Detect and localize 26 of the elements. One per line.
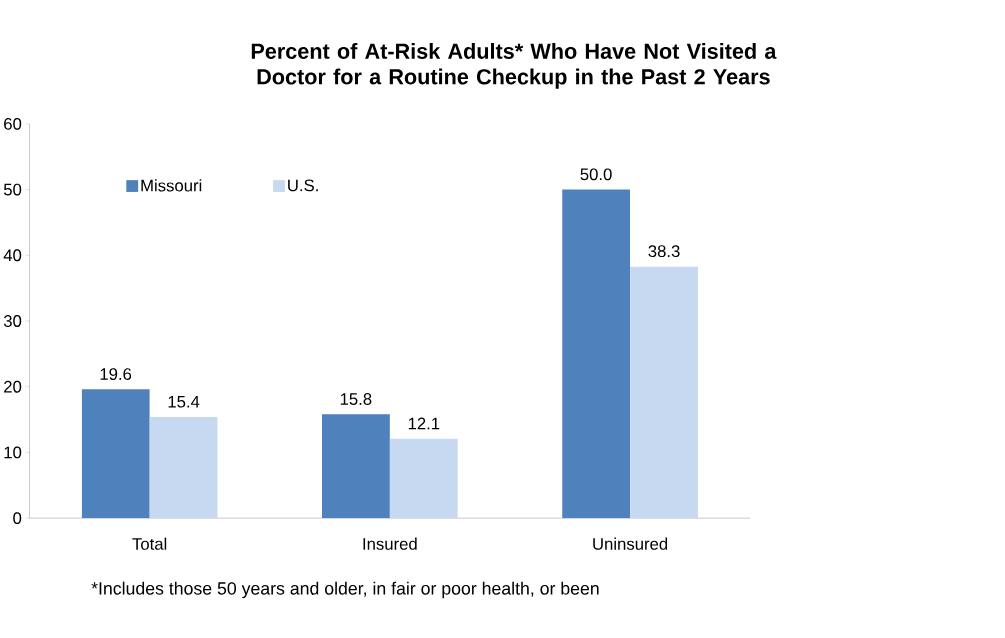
legend-label: U.S.: [288, 179, 318, 192]
legend-label: Missouri: [141, 179, 202, 192]
text: *Includes those 50 years and older, in fair or poor health, or been: [91, 581, 599, 599]
bar: [389, 438, 458, 519]
chart-title: Percent of At-Risk Adults* Who Have Not Visited a Doctor for a Routine Checkup in the Past 2 Years: [251, 42, 777, 89]
y-tick-label: 20: [4, 380, 22, 393]
y-tick-label: 30: [3, 315, 22, 327]
data-label: 15.8: [340, 393, 372, 405]
x-tick-label: Insured: [363, 537, 417, 550]
bar: [149, 416, 218, 519]
y-tick-label: 50: [3, 183, 22, 196]
y-tick-label: 60: [4, 117, 22, 130]
data-label: 15.4: [168, 395, 200, 408]
bar: [562, 189, 631, 519]
y-tick-label: 40: [3, 249, 22, 262]
y-tick-label: 10: [4, 446, 22, 459]
x-tick-label: Total: [132, 537, 167, 550]
x-tick-label: Uninsured: [593, 537, 668, 550]
data-label: 19.6: [100, 368, 132, 380]
y-tick-label: 0: [13, 512, 22, 525]
bar: [81, 389, 150, 519]
data-label: 38.3: [648, 245, 680, 258]
bar: [322, 414, 390, 519]
bar: [630, 266, 698, 519]
data-label: 12.1: [408, 417, 440, 430]
data-label: 50.0: [580, 168, 612, 181]
